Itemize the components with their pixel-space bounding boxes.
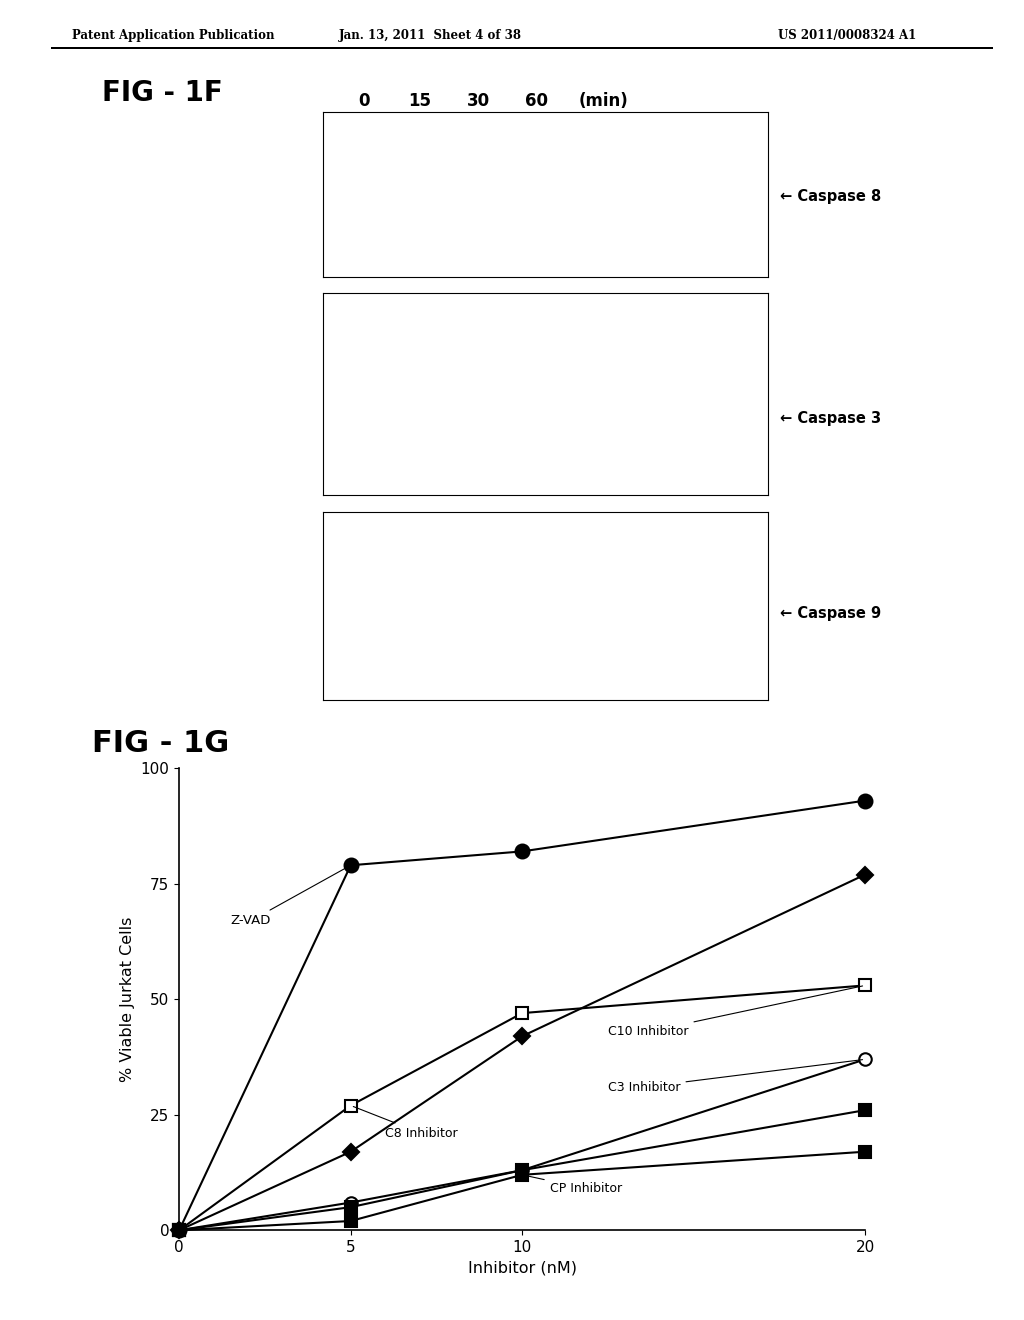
Text: 15: 15	[409, 92, 431, 111]
Text: C10 Inhibitor: C10 Inhibitor	[608, 986, 862, 1038]
Text: US 2011/0008324 A1: US 2011/0008324 A1	[778, 29, 916, 42]
Text: 0: 0	[357, 92, 370, 111]
Text: 30: 30	[467, 92, 489, 111]
Text: ← Caspase 3: ← Caspase 3	[780, 411, 882, 426]
Text: Jan. 13, 2011  Sheet 4 of 38: Jan. 13, 2011 Sheet 4 of 38	[339, 29, 521, 42]
Text: CP Inhibitor: CP Inhibitor	[525, 1175, 622, 1195]
Text: C8 Inhibitor: C8 Inhibitor	[353, 1106, 458, 1139]
Text: (min): (min)	[579, 92, 629, 111]
Text: FIG - 1G: FIG - 1G	[92, 729, 229, 758]
Text: C3 Inhibitor: C3 Inhibitor	[608, 1060, 862, 1093]
Text: FIG - 1F: FIG - 1F	[102, 79, 223, 107]
Text: Z-VAD: Z-VAD	[230, 867, 348, 927]
X-axis label: Inhibitor (nM): Inhibitor (nM)	[468, 1261, 577, 1275]
Text: Patent Application Publication: Patent Application Publication	[72, 29, 274, 42]
Text: ← Caspase 9: ← Caspase 9	[780, 606, 882, 622]
Text: ← Caspase 8: ← Caspase 8	[780, 189, 882, 205]
Y-axis label: % Viable Jurkat Cells: % Viable Jurkat Cells	[120, 916, 135, 1082]
Text: 60: 60	[525, 92, 548, 111]
